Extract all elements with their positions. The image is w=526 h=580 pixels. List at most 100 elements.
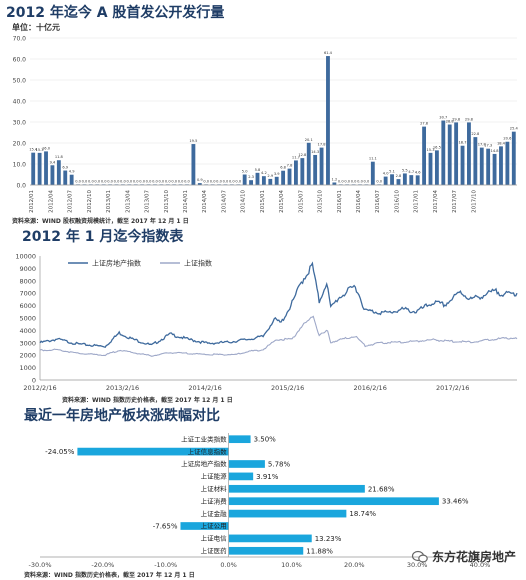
- data-label: 4.6: [415, 170, 421, 174]
- bar: [409, 175, 414, 185]
- x-tick-label: 20.0%: [344, 561, 365, 569]
- y-tick-label: 5000: [19, 315, 36, 323]
- data-label: 0.0: [210, 179, 216, 183]
- x-tick-label: 2014/01: [183, 190, 189, 213]
- bar: [473, 137, 478, 185]
- x-tick-label: -20.0%: [91, 561, 114, 569]
- bar: [505, 141, 510, 185]
- x-tick-label: 2012/10: [87, 190, 93, 213]
- y-tick-label: 7000: [19, 290, 36, 298]
- data-label: 0.0: [107, 179, 113, 183]
- data-label: 0.0: [114, 179, 120, 183]
- y-tick-label: 40.0: [13, 99, 27, 106]
- category-label: 上证工业类指数: [181, 434, 227, 443]
- category-label: 上证能源: [201, 472, 228, 481]
- y-tick-label: 0: [32, 377, 36, 385]
- data-label: 0.0: [171, 179, 177, 183]
- data-label: 20.6: [503, 137, 512, 141]
- category-label: 上证房地产指数: [181, 459, 227, 468]
- data-label: 0.0: [203, 179, 209, 183]
- y-tick-label: 10.0: [13, 162, 27, 169]
- data-label: 27.8: [420, 122, 429, 126]
- y-tick-label: 0.0: [16, 183, 26, 190]
- data-label: 0.0: [133, 179, 139, 183]
- data-label: 0.0: [357, 179, 363, 183]
- data-label: 14.3: [311, 150, 319, 154]
- data-label: 19.5: [189, 139, 197, 143]
- data-label: 18.74%: [349, 510, 376, 518]
- y-tick-label: 4000: [19, 327, 36, 335]
- chart1-title: 2012 年迄今 A 股首发公开发行量: [6, 5, 225, 21]
- bar: [228, 435, 251, 444]
- data-label: 5.1: [389, 169, 395, 173]
- bar: [242, 174, 247, 185]
- x-tick-label: 2017/10: [471, 190, 477, 213]
- data-label: 16.0: [42, 146, 51, 150]
- bar: [228, 460, 265, 468]
- data-label: 5.0: [242, 170, 248, 174]
- category-label: 上证材料: [201, 484, 228, 493]
- bar: [390, 174, 394, 185]
- data-label: 0.0: [184, 179, 190, 183]
- y-tick-label: 20.0: [13, 141, 27, 148]
- x-tick-label: 30.0%: [407, 561, 428, 569]
- data-label: 3.50%: [254, 436, 277, 444]
- chart2-title: 2012 年 1 月迄今指数表: [22, 229, 184, 245]
- bar: [191, 144, 196, 185]
- data-label: 30.7: [439, 116, 447, 120]
- data-label: 21.68%: [368, 485, 395, 493]
- data-label: 28.8: [446, 120, 455, 124]
- bar: [434, 150, 439, 185]
- data-label: 0.0: [139, 179, 145, 183]
- bar: [511, 131, 516, 185]
- x-tick-label: 2012/07: [68, 190, 74, 213]
- x-tick-label: 2016/07: [375, 190, 381, 213]
- data-label: 11.8: [55, 155, 64, 159]
- data-label: 61.4: [324, 51, 333, 55]
- index-line-chart: 0 1000 2000 3000 4000 5000 6000 7000 8000 9000 100…: [15, 253, 518, 392]
- y-tick-label: 6000: [19, 302, 36, 310]
- x-tick-label: 2015/07: [298, 190, 304, 213]
- data-label: 4.7: [408, 170, 414, 174]
- category-label: 上证电信: [201, 534, 228, 543]
- data-label: 0.0: [126, 179, 132, 183]
- data-label: 0.0: [101, 179, 107, 183]
- bar: [268, 178, 273, 185]
- x-tick-label: 2013/04: [125, 190, 131, 213]
- bar: [479, 147, 484, 185]
- data-label: 0.0: [159, 179, 165, 183]
- data-label: 6.9: [62, 166, 68, 170]
- x-tick-label: 2016/04: [356, 190, 362, 213]
- bar: [77, 447, 229, 456]
- data-label: 1.2: [332, 177, 338, 181]
- x-tick-label: 2016/2/16: [354, 384, 387, 392]
- y-tick-label: 9000: [19, 265, 36, 273]
- category-label: 上证信息指数: [188, 447, 228, 456]
- data-label: 0.0: [165, 179, 171, 183]
- bar: [31, 152, 36, 185]
- chart1-unit: 单位：十亿元: [12, 23, 60, 32]
- data-label: 17.8: [478, 143, 487, 147]
- data-label: 0.0: [178, 179, 184, 183]
- bar: [249, 180, 253, 185]
- chart2-source: 资料来源：WIND 指数历史价格表，截至 2017 年 12 月 1 日: [62, 397, 233, 404]
- data-label: 33.46%: [442, 498, 469, 506]
- x-tick-label: 2016/10: [394, 190, 400, 213]
- bar: [441, 120, 446, 185]
- x-tick-label: 2013/10: [164, 190, 170, 213]
- bar: [460, 145, 465, 185]
- data-label: 7.8: [287, 164, 293, 168]
- data-label: 0.0: [94, 179, 100, 183]
- bar: [300, 158, 305, 185]
- data-label: 11.88%: [306, 547, 333, 555]
- data-label: -24.05%: [45, 448, 75, 456]
- bar: [332, 182, 337, 185]
- x-tick-label: 2014/07: [221, 190, 227, 213]
- bar: [274, 176, 279, 185]
- data-label: 29.8: [452, 117, 461, 121]
- data-label: 5.8: [255, 168, 261, 172]
- data-label: 2.3: [248, 175, 254, 179]
- data-label: -7.65%: [153, 523, 178, 531]
- bar: [197, 183, 202, 185]
- data-label: 0.0: [75, 179, 81, 183]
